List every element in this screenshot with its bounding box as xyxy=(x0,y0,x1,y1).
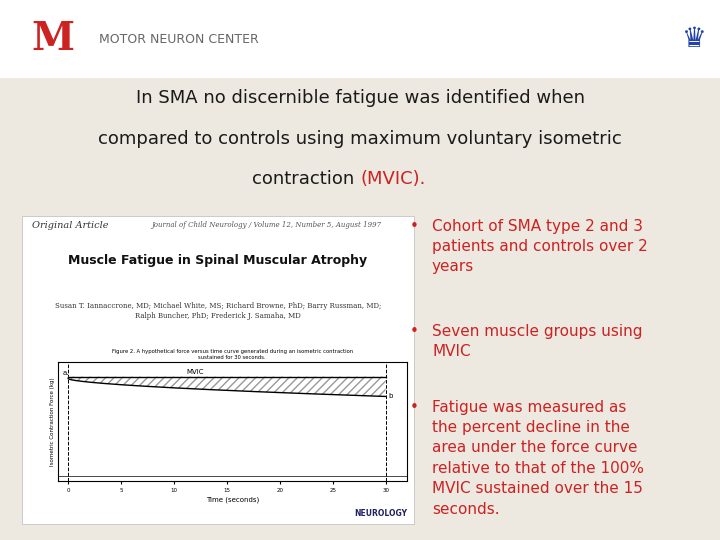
Text: compared to controls using maximum voluntary isometric: compared to controls using maximum volun… xyxy=(98,130,622,147)
Text: M: M xyxy=(31,20,74,58)
Text: a.: a. xyxy=(63,370,69,376)
Text: Journal of Child Neurology / Volume 12, Number 5, August 1997: Journal of Child Neurology / Volume 12, … xyxy=(151,221,382,229)
Text: •: • xyxy=(410,400,418,415)
Title: Figure 2. A hypothetical force versus time curve generated during an isometric c: Figure 2. A hypothetical force versus ti… xyxy=(112,349,353,360)
Text: Susan T. Iannaccrone, MD; Michael White, MS; Richard Browne, PhD; Barry Russman,: Susan T. Iannaccrone, MD; Michael White,… xyxy=(55,302,381,320)
Text: Cohort of SMA type 2 and 3
patients and controls over 2
years: Cohort of SMA type 2 and 3 patients and … xyxy=(432,219,648,274)
Text: Muscle Fatigue in Spinal Muscular Atrophy: Muscle Fatigue in Spinal Muscular Atroph… xyxy=(68,254,367,267)
Bar xyxy=(0,78,720,540)
Text: Seven muscle groups using
MVIC: Seven muscle groups using MVIC xyxy=(432,324,642,360)
Bar xyxy=(22,216,414,524)
Y-axis label: Isometric Contraction Force (kg): Isometric Contraction Force (kg) xyxy=(50,377,55,465)
Text: In SMA no discernible fatigue was identified when: In SMA no discernible fatigue was identi… xyxy=(135,89,585,107)
Text: Fatigue was measured as
the percent decline in the
area under the force curve
re: Fatigue was measured as the percent decl… xyxy=(432,400,644,517)
Text: b: b xyxy=(389,394,393,400)
Text: NEUROLOGY: NEUROLOGY xyxy=(354,509,407,518)
Text: (MVIC).: (MVIC). xyxy=(360,170,426,188)
X-axis label: Time (seconds): Time (seconds) xyxy=(206,496,258,503)
Bar xyxy=(0,0,720,78)
Text: •: • xyxy=(410,324,418,339)
Text: Original Article: Original Article xyxy=(32,221,109,231)
Text: MOTOR NEURON CENTER: MOTOR NEURON CENTER xyxy=(99,32,259,46)
Text: •: • xyxy=(410,219,418,234)
Text: MVIC: MVIC xyxy=(186,369,204,375)
Text: ♛: ♛ xyxy=(683,25,707,53)
Text: contraction: contraction xyxy=(252,170,360,188)
